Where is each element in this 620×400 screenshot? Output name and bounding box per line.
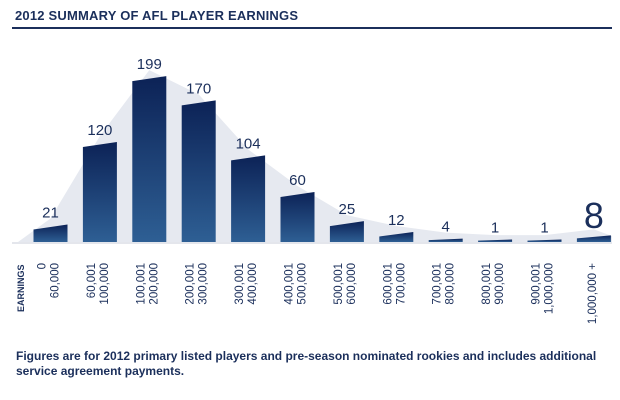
tick-label-7-0: 600,001: [382, 263, 394, 305]
bar-4: [231, 155, 266, 242]
title-rule: [12, 27, 612, 29]
tick-label-8-1: 800,000: [445, 263, 457, 305]
bar-6: [329, 221, 364, 242]
bar-10: [527, 239, 562, 242]
data-label-6: 25: [339, 201, 356, 218]
bar-0: [33, 224, 68, 242]
tick-label-4-0: 300,001: [234, 263, 246, 305]
distribution-area: [18, 70, 612, 243]
data-label-10: 1: [540, 220, 548, 237]
tick-label-1-0: 60,001: [86, 263, 98, 298]
data-label-9: 1: [491, 220, 499, 237]
tick-label-6-1: 600,000: [346, 263, 358, 305]
tick-label-10-1: 1,000,000: [544, 263, 556, 314]
bar-3: [181, 100, 216, 242]
bar-2: [132, 76, 167, 243]
footnote: Figures are for 2012 primary listed play…: [16, 349, 597, 378]
tick-label-1-1: 100,000: [99, 263, 111, 305]
bar-1: [82, 142, 117, 242]
data-label-11: 8: [584, 195, 604, 236]
x-axis-label: EARNINGS: [16, 264, 26, 312]
tick-label-9-1: 900,000: [494, 263, 506, 305]
data-label-4: 104: [236, 135, 261, 152]
earnings-bar-chart: 21 120 199 170 104 60 25 12 4 1 1 8 EARNINGS 0 60,000…: [12, 56, 612, 324]
bar-5: [280, 192, 315, 242]
chart-title: 2012 SUMMARY OF AFL PLAYER EARNINGS: [15, 8, 299, 23]
tick-label-2-1: 200,000: [148, 263, 160, 305]
tick-label-4-1: 400,000: [247, 263, 259, 305]
tick-label-8-0: 700,001: [432, 263, 444, 305]
bar-8: [428, 238, 463, 242]
tick-label-5-0: 400,001: [284, 263, 296, 305]
data-label-3: 170: [186, 80, 211, 97]
tick-label-10-0: 900,001: [531, 263, 543, 305]
bar-9: [478, 239, 513, 242]
tick-label-0-1: 60,000: [50, 263, 62, 298]
tick-label-9-0: 800,001: [481, 263, 493, 305]
bar-11: [576, 235, 611, 242]
data-label-7: 12: [388, 212, 405, 229]
data-label-0: 21: [42, 205, 59, 222]
data-label-2: 199: [137, 56, 162, 73]
bar-7: [379, 232, 414, 242]
tick-label-2-0: 100,001: [135, 263, 147, 305]
tick-label-6-0: 500,001: [333, 263, 345, 305]
tick-label-5-1: 500,000: [297, 263, 309, 305]
tick-label-0-0: 0: [37, 263, 49, 269]
tick-label-3-0: 200,001: [185, 263, 197, 305]
tick-label-11-0: 1,000,000 +: [587, 263, 599, 324]
tick-label-7-1: 700,000: [395, 263, 407, 305]
tick-label-3-1: 300,000: [198, 263, 210, 305]
data-label-8: 4: [442, 219, 450, 236]
data-label-5: 60: [289, 172, 306, 189]
data-label-1: 120: [87, 122, 112, 139]
